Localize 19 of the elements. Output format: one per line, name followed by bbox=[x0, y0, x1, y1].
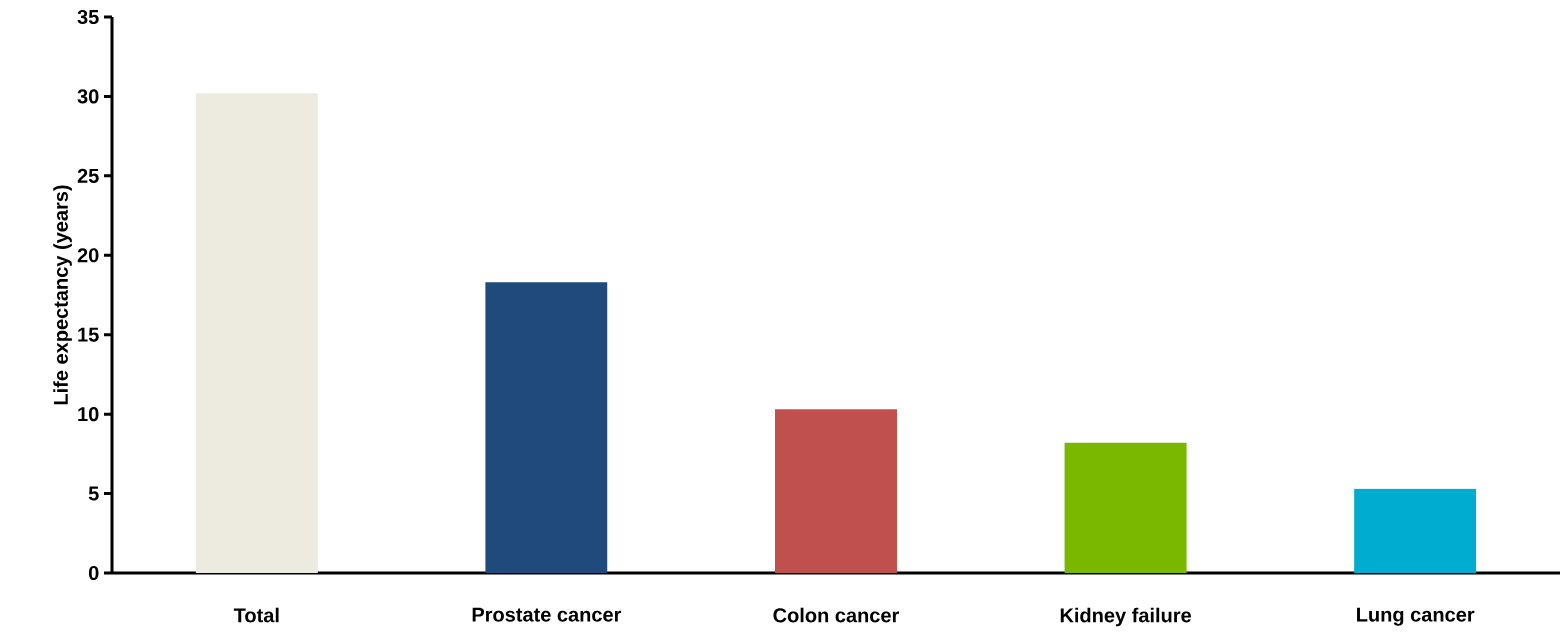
y-tick-label: 20 bbox=[77, 248, 99, 263]
x-tick-label: Colon cancer bbox=[773, 607, 900, 623]
x-tick-label: Total bbox=[233, 607, 279, 623]
bar bbox=[1354, 488, 1477, 573]
y-tick-label: 25 bbox=[77, 168, 99, 183]
y-axis-title: Life expectancy (years) bbox=[53, 185, 72, 405]
y-tick-label: 5 bbox=[88, 486, 99, 501]
x-tick-label: Kidney failure bbox=[1060, 607, 1192, 627]
y-tick-label: 10 bbox=[78, 407, 99, 422]
y-tick-label: 0 bbox=[88, 565, 99, 581]
bar bbox=[774, 409, 897, 573]
x-tick-label: Lung cancer bbox=[1357, 607, 1475, 626]
bar bbox=[485, 282, 608, 573]
x-tick-label: Prostate cancer bbox=[472, 607, 622, 622]
bar bbox=[195, 93, 318, 573]
bar bbox=[1064, 442, 1187, 573]
y-tick-label: 30 bbox=[77, 89, 99, 104]
y-tick-label: 35 bbox=[77, 9, 99, 25]
y-tick-label: 15 bbox=[78, 327, 99, 342]
